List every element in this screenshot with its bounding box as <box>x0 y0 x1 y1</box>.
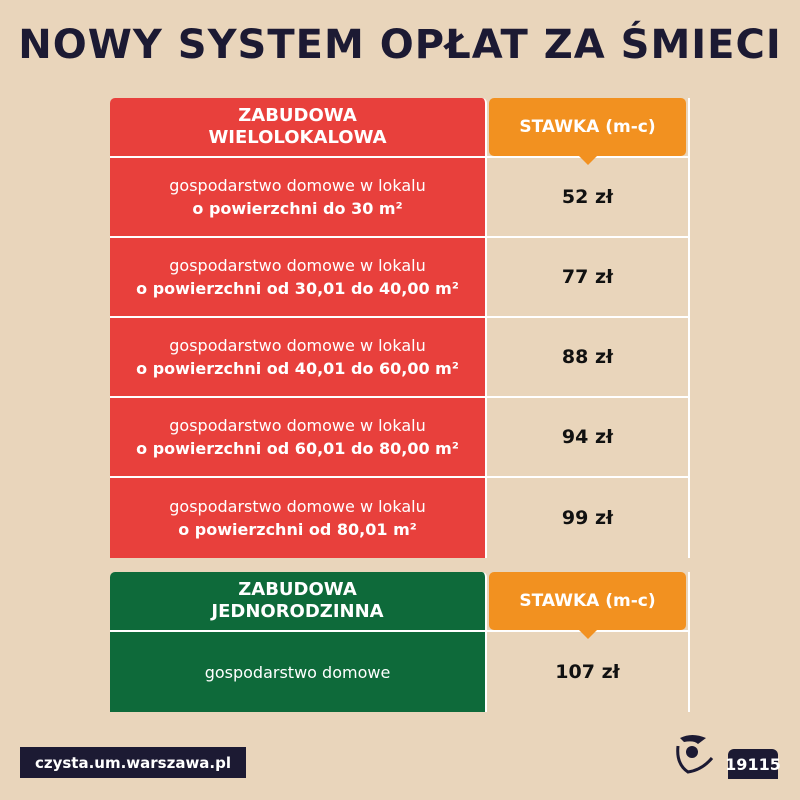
row-area: o powierzchni do 30 m² <box>192 199 403 218</box>
rate-value: 88 zł <box>487 318 690 396</box>
category-header: ZABUDOWA WIELOLOKALOWA <box>110 98 487 156</box>
website-link[interactable]: czysta.um.warszawa.pl <box>20 747 246 778</box>
row-desc: gospodarstwo domowe w lokalu <box>169 256 426 275</box>
category-label: ZABUDOWA <box>238 105 357 126</box>
category-label: ZABUDOWA <box>238 579 357 600</box>
rate-value: 107 zł <box>487 632 690 712</box>
row-desc: gospodarstwo domowe w lokalu <box>169 176 426 195</box>
category-label: JEDNORODZINNA <box>211 601 384 622</box>
rate-value: 99 zł <box>487 478 690 558</box>
single-family-table: ZABUDOWA JEDNORODZINNA STAWKA (m-c) gosp… <box>110 572 690 712</box>
row-area: o powierzchni od 30,01 do 40,00 m² <box>136 279 459 298</box>
category-header: ZABUDOWA JEDNORODZINNA <box>110 572 487 630</box>
hotline-19115-logo: 19115 <box>725 749 781 779</box>
table-header: ZABUDOWA JEDNORODZINNA STAWKA (m-c) <box>110 572 690 639</box>
rate-header: STAWKA (m-c) <box>489 572 686 639</box>
table-row: gospodarstwo domowe w lokalu o powierzchn… <box>110 238 690 318</box>
table-row: gospodarstwo domowe w lokalu o powierzchn… <box>110 478 690 558</box>
rate-value: 52 zł <box>487 158 690 236</box>
zabudujmy-warszawe-logo <box>676 735 714 774</box>
table-row: gospodarstwo domowe w lokalu o powierzchn… <box>110 158 690 238</box>
row-desc: gospodarstwo domowe w lokalu <box>169 336 426 355</box>
row-desc: gospodarstwo domowe w lokalu <box>169 416 426 435</box>
row-desc: gospodarstwo domowe w lokalu <box>169 497 426 516</box>
table-row: gospodarstwo domowe w lokalu o powierzchn… <box>110 398 690 478</box>
rate-header: STAWKA (m-c) <box>489 98 686 165</box>
row-area: o powierzchni od 40,01 do 60,00 m² <box>136 359 459 378</box>
row-desc: gospodarstwo domowe <box>204 662 391 682</box>
table-row: gospodarstwo domowe w lokalu o powierzchn… <box>110 318 690 398</box>
table-header: ZABUDOWA WIELOLOKALOWA STAWKA (m-c) <box>110 98 690 165</box>
category-label: WIELOLOKALOWA <box>208 127 387 148</box>
rate-value: 77 zł <box>487 238 690 316</box>
row-area: o powierzchni od 80,01 m² <box>178 520 417 539</box>
multi-family-table: ZABUDOWA WIELOLOKALOWA STAWKA (m-c) gosp… <box>110 98 690 558</box>
page-title: NOWY SYSTEM OPŁAT ZA ŚMIECI <box>18 22 782 68</box>
table-row: gospodarstwo domowe 107 zł <box>110 632 690 712</box>
row-area: o powierzchni od 60,01 do 80,00 m² <box>136 439 459 458</box>
rate-value: 94 zł <box>487 398 690 476</box>
